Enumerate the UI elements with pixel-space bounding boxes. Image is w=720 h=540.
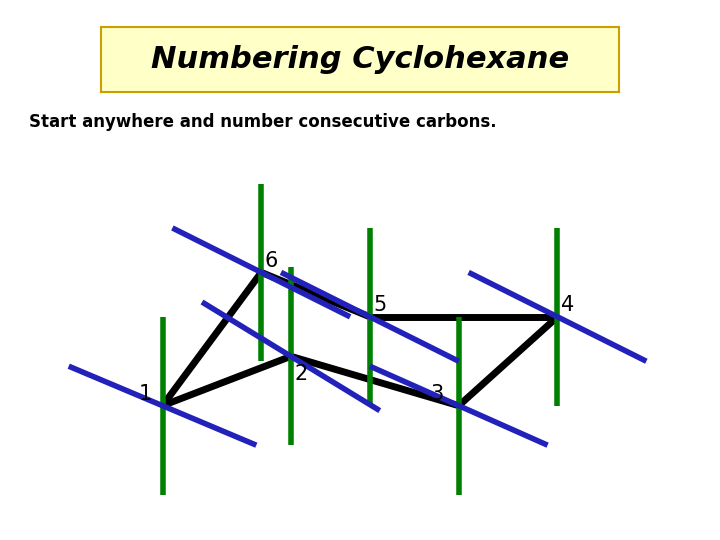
Text: 3: 3 — [431, 384, 444, 404]
Text: 2: 2 — [294, 364, 307, 384]
Text: 1: 1 — [139, 384, 153, 404]
Text: 4: 4 — [561, 295, 574, 315]
Text: 6: 6 — [264, 251, 278, 271]
Text: Start anywhere and number consecutive carbons.: Start anywhere and number consecutive ca… — [29, 113, 496, 131]
Text: 5: 5 — [373, 295, 387, 315]
Text: Numbering Cyclohexane: Numbering Cyclohexane — [151, 45, 569, 74]
